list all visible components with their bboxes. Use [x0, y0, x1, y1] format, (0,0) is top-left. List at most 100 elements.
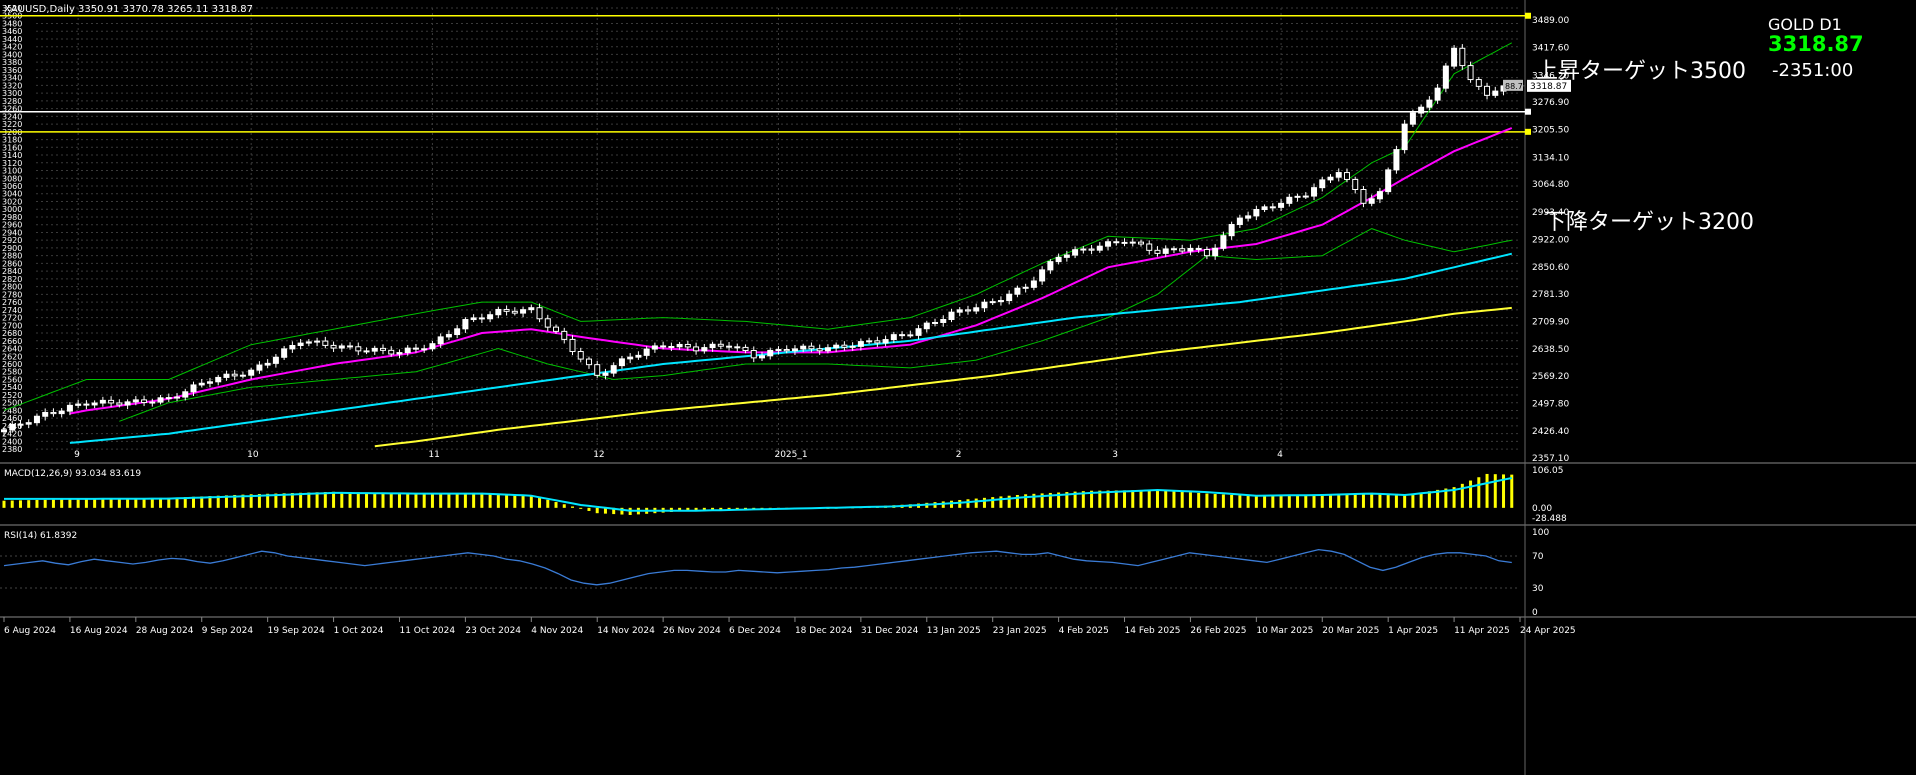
- candle-bull: [404, 347, 411, 354]
- date-label: 1 Oct 2024: [334, 626, 384, 636]
- macd-bar: [991, 497, 995, 508]
- macd-bar: [422, 493, 426, 508]
- macd-bar: [1073, 491, 1077, 508]
- date-label: 1 Apr 2025: [1388, 626, 1438, 636]
- y-tick-left: 2760: [2, 298, 22, 307]
- y-tick-left: 3020: [2, 197, 22, 206]
- candle-bull: [759, 355, 765, 359]
- y-tick-right: 3489.00: [1532, 16, 1569, 26]
- candle-bear: [50, 411, 57, 415]
- price-tag-box: [1503, 79, 1523, 91]
- y-tick-left: 3520: [2, 4, 22, 13]
- y-tick-left: 3260: [2, 105, 22, 114]
- horizontal-line-marker: [1525, 12, 1531, 19]
- candle-bear: [83, 403, 90, 406]
- candle-bull: [1220, 235, 1227, 249]
- y-tick-right: 2426.40: [1532, 427, 1569, 437]
- candle-bear: [536, 307, 543, 320]
- date-label: 4 Nov 2024: [531, 626, 583, 636]
- macd-bar: [299, 492, 303, 508]
- y-tick-left: 3120: [2, 159, 22, 168]
- macd-bar: [340, 491, 344, 508]
- macd-bar: [397, 493, 401, 508]
- y-tick-left: 2540: [2, 383, 22, 392]
- candle-bear: [693, 346, 700, 352]
- macd-bar: [200, 496, 204, 508]
- macd-bar: [1452, 487, 1456, 508]
- macd-bar: [1411, 493, 1415, 508]
- macd-bar: [1312, 494, 1316, 508]
- date-label: 20 Mar 2025: [1322, 626, 1379, 636]
- macd-bar: [480, 492, 484, 508]
- y-tick-left: 2620: [2, 352, 22, 361]
- macd-bar: [1106, 490, 1110, 508]
- candle-bull: [223, 373, 230, 378]
- candle-bull: [676, 343, 683, 348]
- horizontal-lines[interactable]: [0, 12, 1531, 135]
- candle-bull: [1401, 123, 1408, 151]
- candle-bear: [660, 345, 667, 348]
- date-label: 6 Aug 2024: [4, 626, 56, 636]
- macd-bar: [109, 498, 113, 508]
- candle-bear: [347, 345, 354, 348]
- y-tick-left: 2880: [2, 252, 22, 261]
- candle-bear: [1343, 172, 1350, 180]
- candle-bull: [437, 336, 444, 345]
- macd-bar: [167, 497, 171, 508]
- macd-bar: [192, 496, 195, 508]
- candle-bear: [355, 346, 362, 352]
- macd-bar: [1510, 474, 1514, 508]
- candle-bull: [948, 311, 955, 320]
- macd-bar: [373, 492, 377, 508]
- date-label: 16 Aug 2024: [70, 626, 128, 636]
- candle-bear: [569, 338, 576, 353]
- y-tick-left: 2660: [2, 337, 22, 346]
- y-tick-left: 2460: [2, 414, 22, 423]
- macd-bar: [150, 498, 154, 508]
- y-tick-left: 3420: [2, 43, 22, 52]
- candle-bear: [816, 348, 823, 352]
- date-label: 18 Dec 2024: [795, 626, 853, 636]
- y-tick-left: 3280: [2, 97, 22, 106]
- candle-bear: [561, 330, 568, 340]
- candle-bull: [1072, 249, 1079, 256]
- y-tick-right: 2638.50: [1532, 345, 1569, 355]
- candle-bull: [800, 345, 807, 350]
- candle-bear: [1088, 248, 1095, 251]
- macd-bar: [579, 507, 583, 509]
- macd-bar: [571, 506, 574, 508]
- candle-bear: [907, 334, 914, 337]
- macd-bar: [1403, 495, 1407, 508]
- candle-bear: [388, 349, 395, 355]
- macd-bar: [290, 493, 294, 508]
- candle-bull: [91, 402, 98, 406]
- candle-bear: [585, 358, 592, 366]
- last-price-axis-label: 3318.87: [1530, 82, 1567, 92]
- y-tick-left: 2860: [2, 259, 22, 268]
- macd-bar: [1427, 491, 1431, 508]
- macd-bar: [1246, 495, 1250, 508]
- macd-bar: [60, 499, 64, 508]
- macd-bar: [999, 496, 1003, 508]
- macd-bar: [1114, 490, 1118, 508]
- candle-bull: [1311, 187, 1318, 197]
- price-tag: 88.7: [1505, 82, 1523, 91]
- date-label: 11 Apr 2025: [1454, 626, 1510, 636]
- macd-bar: [1304, 494, 1308, 508]
- macd-bar: [727, 507, 731, 511]
- candle-bear: [742, 346, 749, 352]
- candle-bull: [1253, 209, 1260, 217]
- macd-bar: [982, 497, 986, 508]
- y-tick-left: 3180: [2, 136, 22, 145]
- y-tick-right: 3346.20: [1532, 71, 1569, 81]
- annotation-up-target: 上昇ターゲット3500: [1536, 59, 1746, 84]
- candle-bull: [487, 314, 494, 320]
- candle-bull: [1434, 87, 1441, 101]
- macd-bar: [1477, 477, 1481, 508]
- candle-bull: [1302, 195, 1309, 198]
- candle-bull: [1409, 112, 1416, 125]
- candle-bull: [956, 309, 963, 313]
- y-tick-left: 3460: [2, 27, 22, 36]
- candle-bull: [981, 301, 988, 309]
